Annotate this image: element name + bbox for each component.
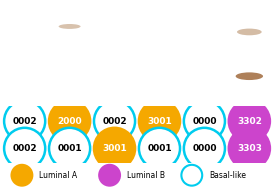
Ellipse shape <box>42 49 97 104</box>
Ellipse shape <box>12 165 32 186</box>
Ellipse shape <box>0 49 52 104</box>
Text: 3001: 3001 <box>102 144 127 153</box>
Text: 3302: 3302 <box>237 117 262 126</box>
Text: Luminal A: Luminal A <box>39 171 77 180</box>
Text: 0002: 0002 <box>12 117 37 126</box>
Text: 0002: 0002 <box>102 117 127 126</box>
Ellipse shape <box>49 101 90 142</box>
Ellipse shape <box>181 165 202 186</box>
Text: 0001: 0001 <box>57 144 82 153</box>
Ellipse shape <box>87 49 142 104</box>
Ellipse shape <box>94 101 135 142</box>
Text: Luminal B: Luminal B <box>127 171 165 180</box>
Ellipse shape <box>236 72 263 80</box>
Text: 0002: 0002 <box>12 144 37 153</box>
Ellipse shape <box>132 0 187 54</box>
Ellipse shape <box>59 24 81 29</box>
Ellipse shape <box>222 0 274 54</box>
Ellipse shape <box>184 128 225 169</box>
Ellipse shape <box>237 29 262 35</box>
Text: Basal-like: Basal-like <box>209 171 246 180</box>
Ellipse shape <box>94 128 135 169</box>
Ellipse shape <box>229 101 270 142</box>
Text: 3303: 3303 <box>237 144 262 153</box>
Ellipse shape <box>49 128 90 169</box>
Ellipse shape <box>177 0 232 54</box>
Ellipse shape <box>4 101 45 142</box>
Text: 0001: 0001 <box>147 144 172 153</box>
Text: 0000: 0000 <box>192 117 217 126</box>
Text: 2000: 2000 <box>57 117 82 126</box>
Ellipse shape <box>42 0 97 54</box>
Ellipse shape <box>0 0 52 54</box>
Ellipse shape <box>139 128 180 169</box>
Ellipse shape <box>4 128 45 169</box>
Text: 0000: 0000 <box>192 144 217 153</box>
Ellipse shape <box>132 49 187 104</box>
Ellipse shape <box>229 128 270 169</box>
Ellipse shape <box>87 0 142 54</box>
Text: 3001: 3001 <box>147 117 172 126</box>
Ellipse shape <box>177 49 232 104</box>
Ellipse shape <box>222 49 274 104</box>
Ellipse shape <box>99 165 120 186</box>
Ellipse shape <box>139 101 180 142</box>
Ellipse shape <box>184 101 225 142</box>
